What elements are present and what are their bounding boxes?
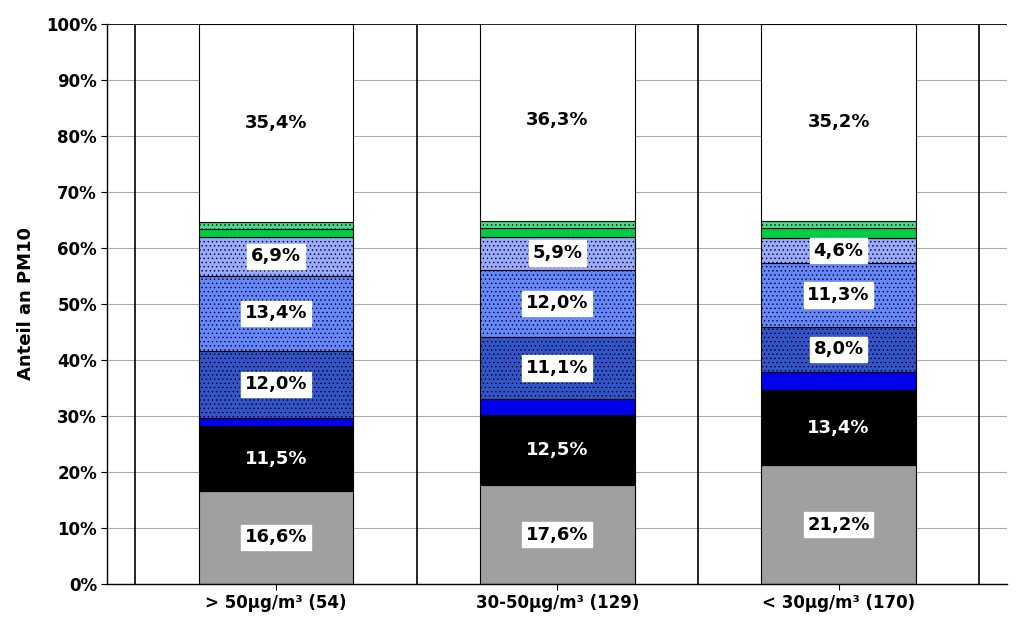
- Y-axis label: Anteil an PM10: Anteil an PM10: [16, 227, 35, 381]
- Bar: [199, 418, 353, 426]
- Text: 35,4%: 35,4%: [245, 114, 307, 132]
- Text: 5,9%: 5,9%: [532, 244, 583, 262]
- Bar: [761, 465, 915, 584]
- Bar: [199, 426, 353, 491]
- Bar: [480, 399, 635, 415]
- Text: 11,3%: 11,3%: [807, 286, 869, 304]
- Bar: [761, 24, 915, 221]
- Bar: [480, 237, 635, 270]
- Bar: [761, 221, 915, 228]
- Bar: [480, 18, 635, 221]
- Text: 8,0%: 8,0%: [813, 340, 863, 358]
- Bar: [199, 276, 353, 351]
- Bar: [480, 337, 635, 399]
- Bar: [480, 221, 635, 228]
- Bar: [199, 351, 353, 418]
- Text: 4,6%: 4,6%: [814, 242, 863, 260]
- Bar: [761, 326, 915, 372]
- Bar: [761, 238, 915, 264]
- Text: 13,4%: 13,4%: [245, 304, 307, 322]
- Text: 6,9%: 6,9%: [251, 247, 301, 265]
- Text: 12,0%: 12,0%: [526, 294, 589, 312]
- Text: 16,6%: 16,6%: [245, 528, 307, 547]
- Bar: [199, 24, 353, 222]
- Bar: [199, 222, 353, 229]
- Bar: [199, 229, 353, 237]
- Text: 12,5%: 12,5%: [526, 442, 589, 459]
- Bar: [761, 390, 915, 465]
- Bar: [199, 491, 353, 584]
- Text: 13,4%: 13,4%: [807, 419, 869, 437]
- Bar: [199, 237, 353, 276]
- Bar: [761, 228, 915, 238]
- Bar: [480, 228, 635, 237]
- Text: 11,1%: 11,1%: [526, 359, 589, 377]
- Bar: [480, 486, 635, 584]
- Text: 12,0%: 12,0%: [245, 376, 307, 394]
- Bar: [761, 372, 915, 390]
- Bar: [480, 415, 635, 486]
- Text: 36,3%: 36,3%: [526, 111, 589, 129]
- Text: 17,6%: 17,6%: [526, 526, 589, 543]
- Bar: [761, 264, 915, 326]
- Text: 35,2%: 35,2%: [807, 113, 869, 131]
- Text: 21,2%: 21,2%: [807, 516, 869, 533]
- Text: 11,5%: 11,5%: [245, 450, 307, 468]
- Bar: [480, 270, 635, 337]
